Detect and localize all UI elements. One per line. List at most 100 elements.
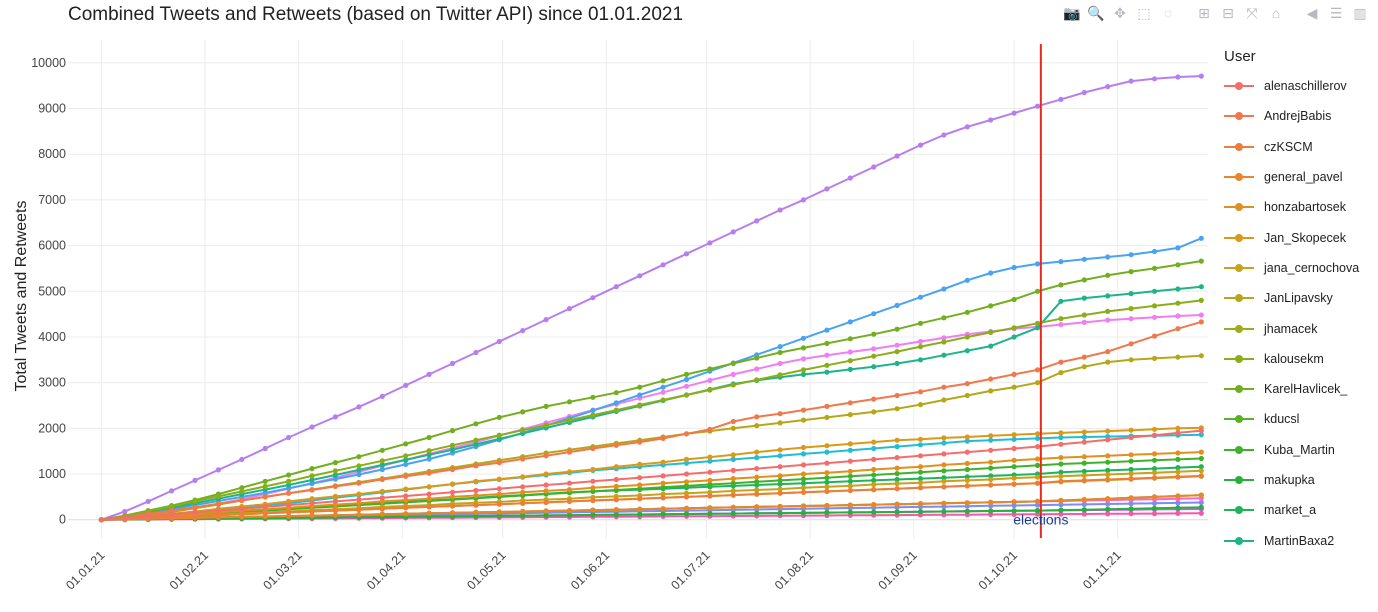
data-point[interactable] <box>332 483 338 489</box>
data-point[interactable] <box>988 343 994 349</box>
data-point[interactable] <box>917 357 924 363</box>
data-point[interactable] <box>1128 452 1134 458</box>
data-point[interactable] <box>543 488 549 494</box>
data-point[interactable] <box>777 360 783 367</box>
data-point[interactable] <box>1034 474 1041 480</box>
data-point[interactable] <box>566 512 573 518</box>
data-point[interactable] <box>800 444 807 451</box>
data-point[interactable] <box>543 499 549 505</box>
data-point[interactable] <box>1058 497 1064 504</box>
data-point[interactable] <box>800 471 807 477</box>
data-point[interactable] <box>1198 258 1204 264</box>
data-point[interactable] <box>613 497 619 503</box>
data-point[interactable] <box>169 508 175 514</box>
data-point[interactable] <box>1198 510 1204 516</box>
data-point[interactable] <box>1151 510 1158 517</box>
data-point[interactable] <box>1198 492 1204 498</box>
data-point[interactable] <box>988 303 994 309</box>
data-point[interactable] <box>894 471 900 477</box>
data-point[interactable] <box>1151 475 1158 481</box>
data-point[interactable] <box>1034 367 1041 373</box>
data-point[interactable] <box>707 387 713 393</box>
data-point[interactable] <box>1175 450 1181 456</box>
data-point[interactable] <box>988 459 994 465</box>
series-line[interactable] <box>101 451 1202 521</box>
data-point[interactable] <box>871 396 877 402</box>
data-point[interactable] <box>660 384 666 390</box>
data-point[interactable] <box>566 508 573 514</box>
data-point[interactable] <box>215 501 221 507</box>
data-point[interactable] <box>1011 464 1017 470</box>
data-point[interactable] <box>707 454 713 460</box>
data-point[interactable] <box>754 491 760 497</box>
data-point[interactable] <box>473 502 479 508</box>
data-point[interactable] <box>426 456 432 462</box>
data-point[interactable] <box>941 440 947 446</box>
data-point[interactable] <box>1081 319 1087 325</box>
data-point[interactable] <box>800 335 807 341</box>
data-point[interactable] <box>1128 252 1134 258</box>
data-point[interactable] <box>964 438 970 444</box>
data-point[interactable] <box>286 482 292 488</box>
series-line[interactable] <box>101 429 1202 521</box>
data-point[interactable] <box>1151 470 1158 476</box>
data-point[interactable] <box>1128 501 1134 507</box>
data-point[interactable] <box>1175 245 1181 251</box>
data-point[interactable] <box>332 460 338 466</box>
data-point[interactable] <box>754 414 760 420</box>
data-point[interactable] <box>660 511 666 517</box>
data-point[interactable] <box>988 482 994 488</box>
data-point[interactable] <box>824 186 830 192</box>
data-point[interactable] <box>754 455 760 461</box>
data-point[interactable] <box>566 399 573 405</box>
data-point[interactable] <box>777 372 783 378</box>
data-point[interactable] <box>871 409 877 415</box>
data-point[interactable] <box>1034 498 1041 504</box>
data-point[interactable] <box>917 389 924 395</box>
data-point[interactable] <box>332 512 338 518</box>
data-point[interactable] <box>777 477 783 483</box>
data-point[interactable] <box>988 473 994 479</box>
data-point[interactable] <box>847 319 853 325</box>
data-point[interactable] <box>941 484 947 490</box>
data-point[interactable] <box>871 456 877 462</box>
data-point[interactable] <box>215 467 221 473</box>
data-point[interactable] <box>1175 425 1181 431</box>
data-point[interactable] <box>1011 384 1017 390</box>
data-point[interactable] <box>1151 451 1158 457</box>
data-point[interactable] <box>286 502 292 508</box>
data-point[interactable] <box>1058 96 1064 102</box>
data-point[interactable] <box>590 412 596 418</box>
data-point[interactable] <box>637 273 643 279</box>
data-point[interactable] <box>1081 277 1087 283</box>
data-point[interactable] <box>403 441 409 447</box>
data-point[interactable] <box>800 503 807 509</box>
plot-area[interactable]: 0 1000 2000 3000 4000 5000 6000 7000 8000 9000 100… <box>0 0 1220 612</box>
data-point[interactable] <box>847 458 853 464</box>
data-point[interactable] <box>1151 432 1158 438</box>
data-point[interactable] <box>847 175 853 181</box>
data-point[interactable] <box>449 466 456 473</box>
data-point[interactable] <box>1128 357 1134 363</box>
data-point[interactable] <box>1128 291 1134 297</box>
data-point[interactable] <box>847 358 853 364</box>
data-point[interactable] <box>1081 364 1087 370</box>
data-point[interactable] <box>894 509 900 515</box>
data-point[interactable] <box>637 511 643 518</box>
data-point[interactable] <box>824 449 830 455</box>
data-point[interactable] <box>426 448 432 454</box>
data-point[interactable] <box>169 511 175 517</box>
data-point[interactable] <box>403 497 409 503</box>
data-point[interactable] <box>847 447 853 453</box>
series-alenaschillerov[interactable] <box>98 428 1204 523</box>
data-point[interactable] <box>239 511 245 517</box>
data-point[interactable] <box>1198 504 1204 510</box>
data-point[interactable] <box>1151 457 1158 463</box>
data-point[interactable] <box>871 466 877 473</box>
data-point[interactable] <box>894 444 900 450</box>
data-point[interactable] <box>683 471 690 477</box>
data-point[interactable] <box>1058 461 1064 467</box>
data-point[interactable] <box>917 476 924 482</box>
data-point[interactable] <box>379 393 385 399</box>
data-point[interactable] <box>777 420 783 426</box>
